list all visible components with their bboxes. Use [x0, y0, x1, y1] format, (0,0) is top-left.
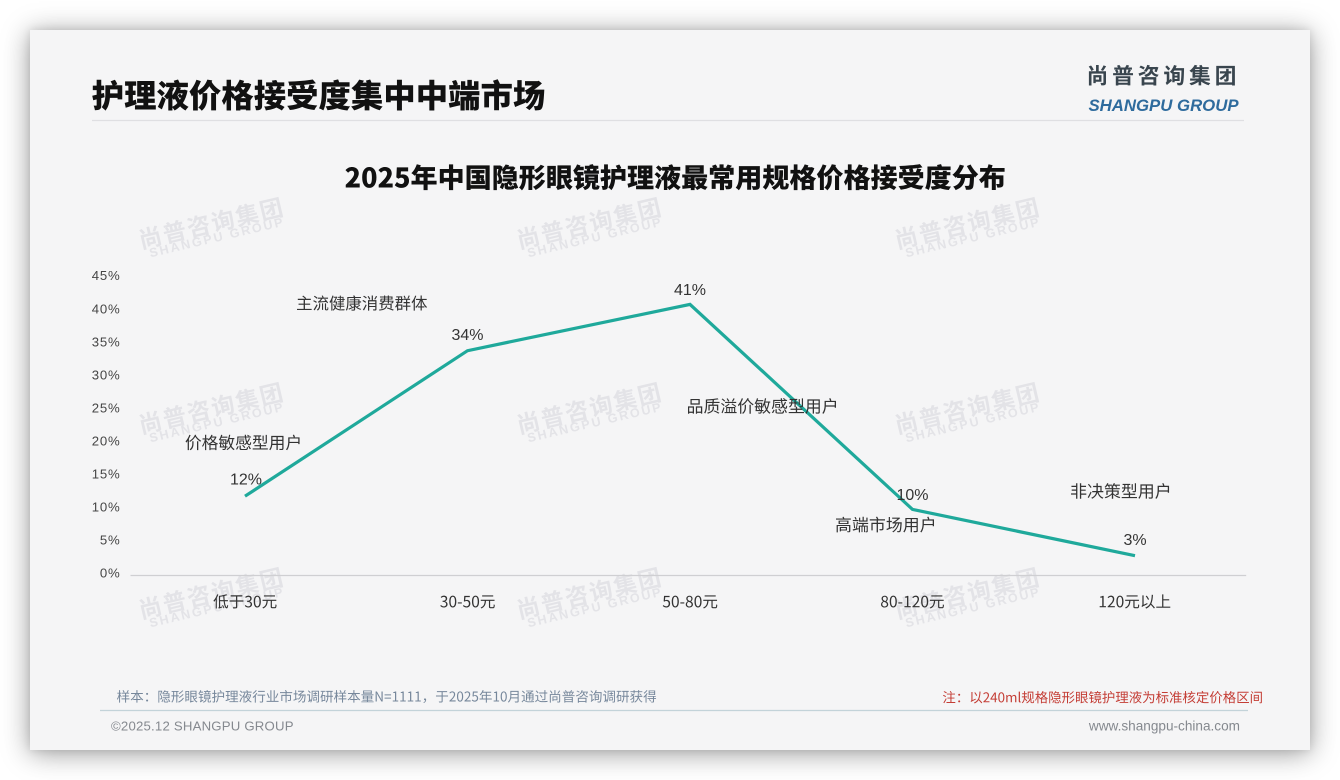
svg-text:15%: 15% — [92, 467, 121, 482]
svg-text:5%: 5% — [100, 533, 121, 548]
svg-text:10%: 10% — [896, 487, 928, 504]
svg-text:10%: 10% — [92, 500, 121, 515]
svg-text:25%: 25% — [92, 400, 121, 415]
svg-text:30%: 30% — [92, 367, 121, 382]
svg-text:12%: 12% — [230, 472, 262, 489]
svg-text:45%: 45% — [92, 268, 121, 283]
svg-text:www.shangpu-china.com: www.shangpu-china.com — [1088, 719, 1240, 734]
svg-text:©2025.12 SHANGPU GROUP: ©2025.12 SHANGPU GROUP — [111, 719, 294, 734]
svg-text:41%: 41% — [674, 282, 706, 299]
svg-text:40%: 40% — [92, 301, 121, 316]
svg-text:SHANGPU GROUP: SHANGPU GROUP — [1088, 96, 1239, 115]
svg-text:20%: 20% — [92, 434, 121, 449]
svg-text:0%: 0% — [100, 566, 121, 581]
svg-text:35%: 35% — [92, 334, 121, 349]
svg-text:3%: 3% — [1123, 532, 1146, 549]
svg-text:34%: 34% — [451, 327, 483, 344]
